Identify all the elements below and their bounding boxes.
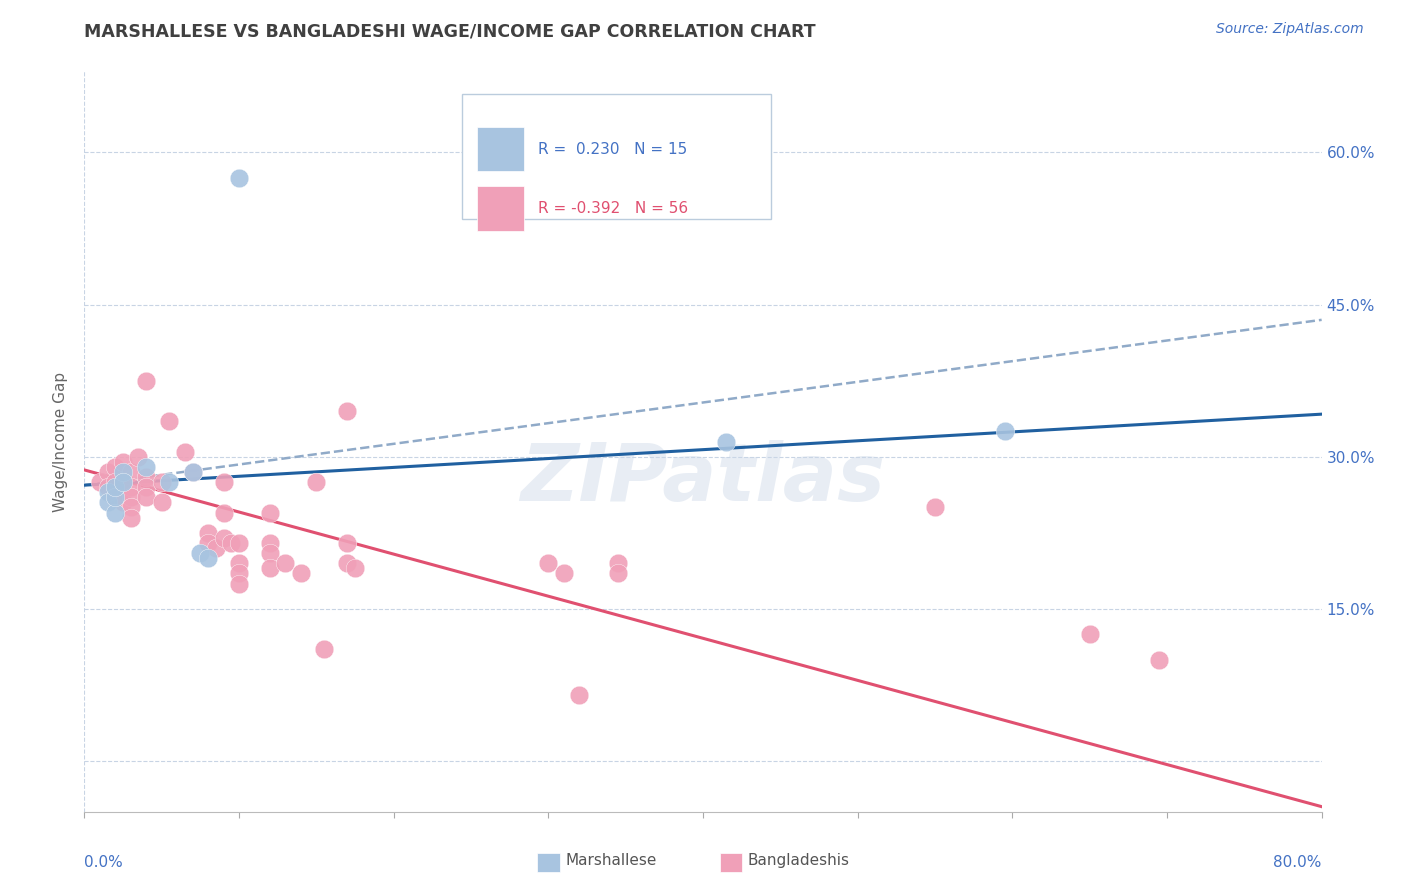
- Point: [135, 480, 157, 494]
- Point: [274, 556, 297, 570]
- Point: [120, 491, 142, 505]
- Point: [120, 465, 142, 479]
- Point: [228, 170, 250, 185]
- Bar: [477, 127, 523, 171]
- Point: [112, 485, 135, 500]
- Point: [89, 475, 111, 489]
- Point: [104, 506, 127, 520]
- Point: [290, 566, 312, 581]
- Text: Marshallese: Marshallese: [565, 854, 657, 868]
- Point: [305, 475, 328, 489]
- Point: [120, 500, 142, 515]
- Point: [135, 459, 157, 474]
- Point: [336, 556, 359, 570]
- Point: [97, 495, 120, 509]
- Point: [259, 506, 281, 520]
- Point: [537, 556, 560, 570]
- Point: [607, 556, 630, 570]
- Text: MARSHALLESE VS BANGLADESHI WAGE/INCOME GAP CORRELATION CHART: MARSHALLESE VS BANGLADESHI WAGE/INCOME G…: [84, 22, 815, 40]
- Point: [568, 688, 591, 702]
- Point: [336, 404, 359, 418]
- Point: [553, 566, 575, 581]
- Point: [994, 425, 1017, 439]
- Point: [97, 485, 120, 500]
- Text: R =  0.230   N = 15: R = 0.230 N = 15: [538, 142, 688, 157]
- Point: [1149, 652, 1171, 666]
- Point: [128, 450, 150, 464]
- Point: [228, 566, 250, 581]
- Point: [104, 475, 127, 489]
- Bar: [477, 186, 523, 230]
- Point: [159, 475, 181, 489]
- Point: [314, 642, 336, 657]
- Point: [924, 500, 946, 515]
- Point: [228, 556, 250, 570]
- Point: [112, 495, 135, 509]
- Point: [104, 459, 127, 474]
- Point: [97, 465, 120, 479]
- Point: [112, 475, 135, 489]
- Point: [336, 536, 359, 550]
- Point: [104, 480, 127, 494]
- Text: R = -0.392   N = 56: R = -0.392 N = 56: [538, 201, 689, 216]
- Point: [212, 531, 235, 545]
- Point: [259, 546, 281, 560]
- Bar: [461, 94, 770, 219]
- Point: [135, 470, 157, 484]
- Point: [97, 480, 120, 494]
- Point: [181, 465, 204, 479]
- Point: [112, 475, 135, 489]
- Point: [120, 480, 142, 494]
- Point: [716, 434, 738, 449]
- Text: Bangladeshis: Bangladeshis: [748, 854, 851, 868]
- Point: [135, 374, 157, 388]
- Text: ZIPatlas: ZIPatlas: [520, 440, 886, 517]
- Text: Source: ZipAtlas.com: Source: ZipAtlas.com: [1216, 22, 1364, 37]
- Point: [197, 536, 219, 550]
- Point: [212, 506, 235, 520]
- Point: [174, 444, 197, 458]
- Point: [112, 465, 135, 479]
- Point: [150, 475, 173, 489]
- Point: [228, 536, 250, 550]
- Point: [344, 561, 367, 575]
- Y-axis label: Wage/Income Gap: Wage/Income Gap: [53, 371, 69, 512]
- Point: [135, 491, 157, 505]
- Point: [188, 546, 212, 560]
- Point: [212, 475, 235, 489]
- Text: 80.0%: 80.0%: [1274, 855, 1322, 870]
- Point: [120, 510, 142, 524]
- Point: [1078, 627, 1101, 641]
- Point: [181, 465, 204, 479]
- Point: [104, 491, 127, 505]
- Point: [221, 536, 243, 550]
- Point: [150, 495, 173, 509]
- Text: 0.0%: 0.0%: [84, 855, 124, 870]
- Point: [159, 414, 181, 428]
- Point: [259, 561, 281, 575]
- Point: [197, 525, 219, 540]
- Point: [112, 455, 135, 469]
- Point: [607, 566, 630, 581]
- Point: [259, 536, 281, 550]
- Point: [228, 576, 250, 591]
- Point: [205, 541, 228, 555]
- Point: [197, 551, 219, 566]
- Point: [104, 491, 127, 505]
